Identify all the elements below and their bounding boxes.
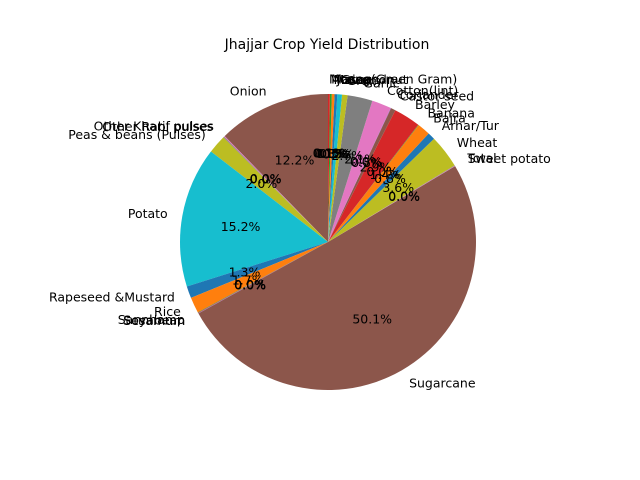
slice-label-soyabean: Soyabean — [123, 313, 185, 328]
pie-slice-garlic — [328, 95, 373, 242]
slice-label-cotton-lint: Cotton(lint) — [387, 83, 458, 98]
pie-slice-peas-beans-pulses — [210, 137, 328, 242]
slice-label-sesamum: Sesamum — [123, 313, 185, 328]
slice-label-total: Total — [466, 150, 496, 165]
pie-slice-rapeseed-mustard — [186, 242, 328, 298]
pie-slice-onion — [224, 94, 328, 242]
slice-label-other-rabi-pulses: Other Rabi pulses — [102, 119, 213, 134]
pie-percent-labels: 12.2%0.0%0.0%2.0%15.2%1.3%1.7%0.0%0.0%0.… — [221, 146, 420, 327]
slice-label-sugarcane: Sugarcane — [409, 376, 476, 391]
slice-percent-cotton-lint: 2.1% — [344, 152, 376, 167]
pie-slice-soyabean — [197, 242, 328, 314]
slice-label-jowar: Jowar — [336, 72, 372, 87]
pie-slice-gram — [328, 94, 348, 243]
slice-percent-sweet-potato: 0.0% — [388, 189, 420, 204]
slice-label-gram: Gram — [347, 73, 382, 88]
slice-percent-groundnut: 0.5% — [319, 146, 351, 161]
slice-percent-total: 0.0% — [388, 189, 420, 204]
slice-percent-jowar: 0.3% — [317, 146, 349, 161]
slice-label-coriander: Coriander — [397, 87, 459, 102]
pie-slice-castor-seed — [328, 108, 396, 242]
slice-label-moong-green-gram: Moong(Green Gram) — [329, 72, 457, 87]
pie-slice-total — [328, 165, 455, 242]
chart-title: Jhajjar Crop Yield Distribution — [224, 37, 430, 53]
pie-slice-sugarcane — [198, 166, 477, 391]
slice-percent-sannhamp: 0.0% — [234, 277, 266, 292]
slice-percent-onion: 12.2% — [275, 152, 315, 167]
slice-label-masoor: Masoor — [331, 72, 377, 87]
pie-slices — [180, 94, 477, 391]
slice-label-garlic: Garlic — [363, 76, 399, 91]
slice-percent-coriander: 0.0% — [350, 154, 382, 169]
slice-label-peas-beans-pulses: Peas & beans (Pulses) — [68, 127, 206, 142]
slice-percent-peas-beans-pulses: 2.0% — [245, 176, 277, 191]
slice-percent-moong-green-gram: 0.1% — [313, 146, 345, 161]
pie-slice-maize — [328, 94, 335, 242]
slice-percent-maize: 0.3% — [315, 146, 347, 161]
pie-slice-other-rabi-pulses — [223, 136, 328, 242]
pie-slice-rice — [190, 242, 328, 313]
pie-slice-sweet-potato — [328, 165, 456, 242]
slice-percent-rice: 1.7% — [232, 272, 264, 287]
slice-percent-castor-seed: 0.5% — [351, 155, 383, 170]
slice-percent-soyabean: 0.0% — [234, 277, 266, 292]
pie-slice-barley — [328, 110, 419, 242]
slice-percent-masoor: 0.1% — [314, 146, 346, 161]
slice-label-onion: Onion — [230, 84, 267, 99]
slice-label-potato: Potato — [128, 206, 168, 221]
slice-percent-rapeseed-mustard: 1.3% — [229, 265, 261, 280]
slice-label-wheat: Wheat — [457, 135, 498, 150]
slice-label-rice: Rice — [154, 304, 181, 319]
pie-slice-arhar-tur — [328, 133, 435, 242]
slice-label-arhar-tur: Arhar/Tur — [442, 118, 500, 133]
pie-slice-potato — [180, 151, 328, 287]
slice-percent-sugarcane: 50.1% — [352, 312, 392, 327]
slice-label-sweet-potato: Sweet potato — [468, 151, 551, 166]
slice-label-castor-seed: Castor seed — [400, 88, 474, 103]
slice-percent-bajra: 1.4% — [370, 167, 402, 182]
slice-percent-other-rabi-pulses: 0.0% — [250, 172, 282, 187]
pie-slice-moong-green-gram — [328, 94, 330, 242]
slice-percent-other-kharif-pulses: 0.0% — [250, 171, 282, 186]
pie-slice-cotton-lint — [328, 100, 391, 242]
slice-percent-barley: 2.9% — [360, 159, 392, 174]
slice-percent-garlic: 2.7% — [331, 148, 363, 163]
slice-percent-wheat: 3.6% — [382, 180, 414, 195]
slice-label-maize: Maize — [334, 72, 370, 87]
pie-slice-groundnut — [328, 94, 343, 242]
pie-slice-sannhamp — [197, 242, 328, 313]
pie-slice-wheat — [328, 138, 455, 242]
slice-label-rapeseed-mustard: Rapeseed &Mustard — [49, 290, 175, 305]
slice-percent-sesamum: 0.0% — [234, 277, 266, 292]
slice-label-other-kharif-pulses: Other Kharif pulses — [94, 118, 214, 133]
pie-slice-jowar — [328, 94, 338, 242]
pie-slice-masoor — [328, 94, 332, 242]
slice-percent-gram: 0.5% — [322, 146, 354, 161]
slice-label-sannhamp: Sannhamp — [118, 312, 185, 327]
pie-slice-other-kharif-pulses — [223, 136, 328, 242]
slice-percent-potato: 15.2% — [221, 219, 261, 234]
pie-slice-bajra — [328, 124, 429, 242]
pie-slice-sesamum — [198, 242, 328, 314]
pie-slice-banana — [328, 124, 419, 242]
slice-label-barley: Barley — [415, 97, 456, 112]
slice-percent-arhar-tur: 0.8% — [374, 171, 406, 186]
slice-label-bajra: Bajra — [433, 110, 466, 125]
pie-slice-coriander — [328, 107, 392, 242]
slice-label-banana: Banana — [427, 106, 474, 121]
slice-percent-banana: 0.0% — [366, 164, 398, 179]
slice-label-groundnut: Groundnut — [341, 72, 408, 87]
